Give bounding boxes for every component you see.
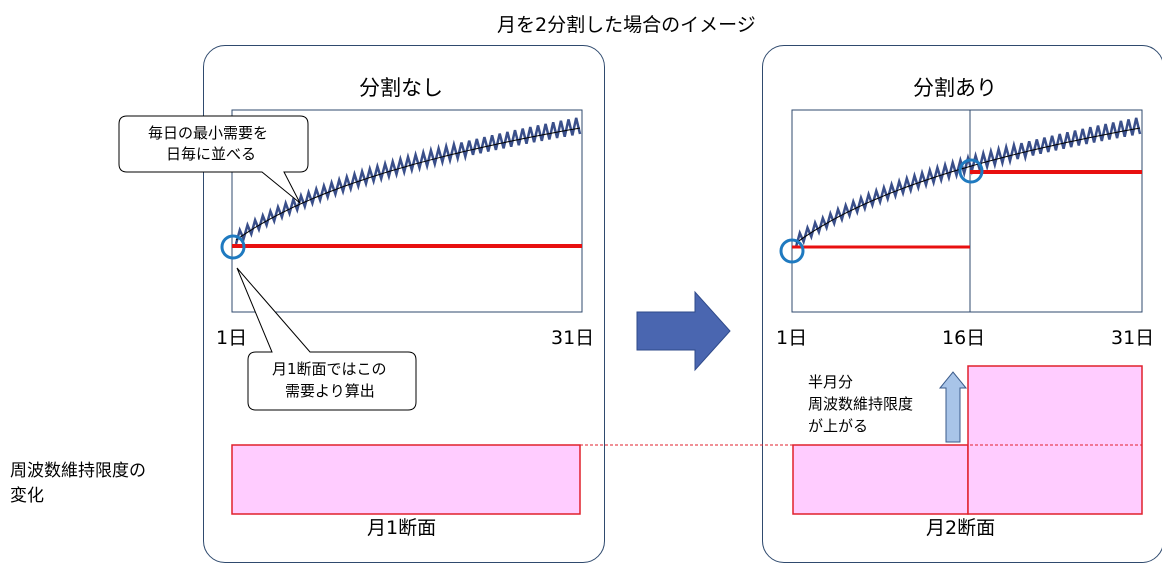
right-bar-label: 月2断面 <box>926 517 996 539</box>
callout-top-line2: 日毎に並べる <box>166 145 257 163</box>
demand-zigzag-line <box>794 117 1142 248</box>
right-panel-title: 分割あり <box>913 76 997 100</box>
left-demand-series <box>234 117 582 245</box>
right-x-mid-label: 16日 <box>942 327 986 349</box>
transition-arrow <box>636 290 731 372</box>
left-panel-title: 分割なし <box>359 76 443 100</box>
right-min-circle-second <box>958 158 984 184</box>
right-bar-first-half <box>792 444 969 515</box>
callout-bottom-line1: 月1断面ではこの <box>272 360 387 378</box>
demand-trend-line <box>235 127 581 241</box>
right-x-start-label: 1日 <box>776 327 808 349</box>
page-title: 月を2分割した場合のイメージ <box>497 14 756 36</box>
callout-bottom-line2: 需要より算出 <box>285 382 375 400</box>
right-min-circle-first <box>779 238 805 264</box>
right-x-end-label: 31日 <box>1111 327 1155 349</box>
left-chart-frame <box>231 109 583 313</box>
right-chart-frame <box>791 109 1143 313</box>
increase-arrow <box>938 371 968 443</box>
right-bar-second-half <box>967 365 1143 515</box>
left-min-circle <box>220 234 246 260</box>
left-bar <box>231 444 581 515</box>
callout-top-bubble <box>118 115 309 204</box>
callout-bottom-bubble <box>236 267 417 411</box>
right-demand-series <box>794 117 1142 248</box>
side-label-line2: 変化 <box>10 486 44 506</box>
annotation-line1: 半月分 <box>808 373 854 391</box>
left-bar-label: 月1断面 <box>367 517 437 539</box>
callout-top-line1: 毎日の最小需要を <box>148 124 269 142</box>
side-label-line1: 周波数維持限度の <box>10 461 146 481</box>
annotation-line2: 周波数維持限度 <box>808 395 914 413</box>
demand-zigzag-line <box>234 117 582 245</box>
left-x-end-label: 31日 <box>551 327 595 349</box>
annotation-line3: が上がる <box>808 417 869 435</box>
demand-trend-line <box>795 127 1141 244</box>
left-x-start-label: 1日 <box>216 327 248 349</box>
